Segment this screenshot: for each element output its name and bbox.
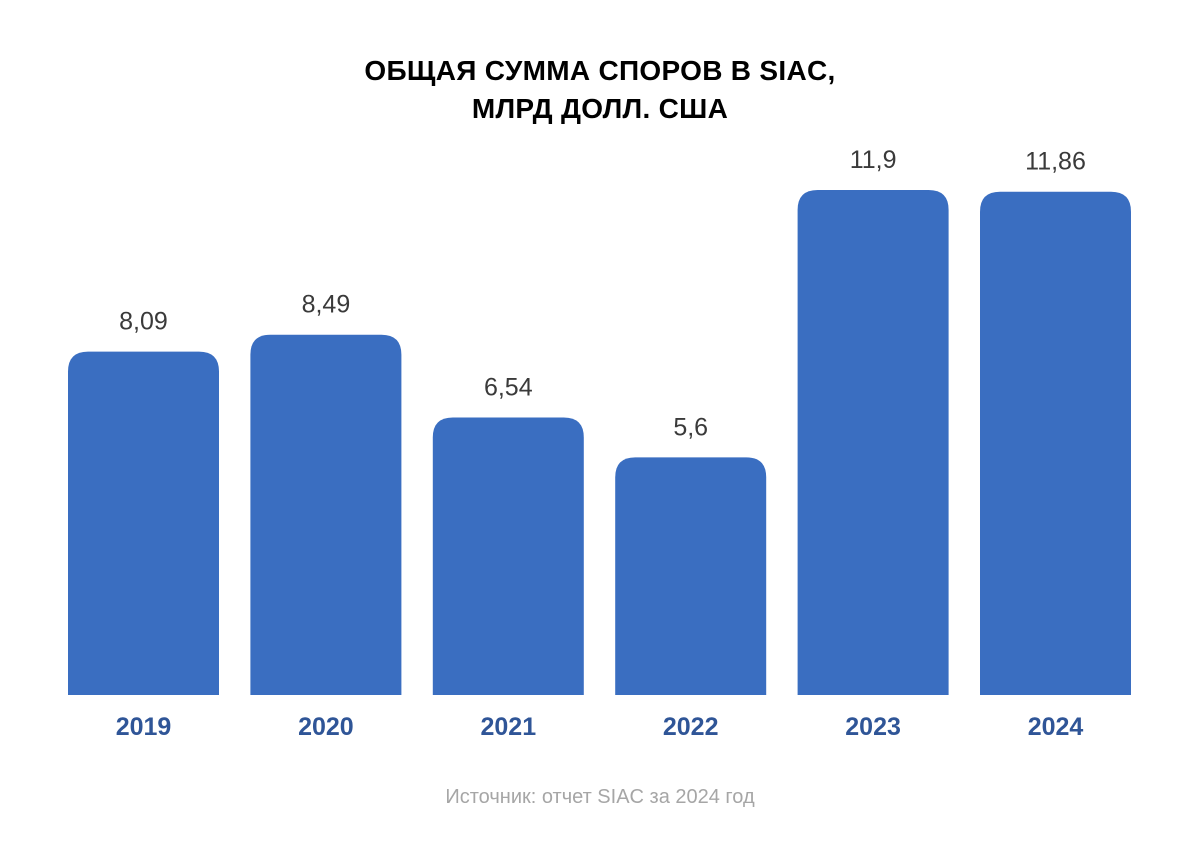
category-label-2020: 2020 xyxy=(298,713,354,741)
bar-2022 xyxy=(615,457,767,695)
chart-title-line-2: МЛРД ДОЛЛ. США xyxy=(471,93,729,124)
bar-2024 xyxy=(980,191,1131,695)
category-label-2019: 2019 xyxy=(116,713,172,741)
chart-title-line-1: ОБЩАЯ СУММА СПОРОВ В SIAC, xyxy=(364,55,836,86)
value-label-2019: 8,09 xyxy=(119,308,168,336)
category-label-2024: 2024 xyxy=(1028,713,1084,741)
value-label-2020: 8,49 xyxy=(302,291,351,319)
category-label-2023: 2023 xyxy=(845,713,901,741)
category-label-2021: 2021 xyxy=(480,713,536,741)
bar-2021 xyxy=(432,417,584,695)
value-label-2024: 11,86 xyxy=(1025,148,1086,176)
value-label-2023: 11,9 xyxy=(850,146,897,174)
category-label-2022: 2022 xyxy=(663,713,719,741)
value-label-2022: 5,6 xyxy=(673,413,708,441)
value-label-2021: 6,54 xyxy=(484,373,533,401)
bar-2019 xyxy=(68,351,219,695)
source-note: Источник: отчет SIAC за 2024 год xyxy=(445,786,755,808)
bar-2023 xyxy=(797,190,949,695)
bar-2020 xyxy=(250,334,402,695)
chart-title: ОБЩАЯ СУММА СПОРОВ В SIAC, МЛРД ДОЛЛ. СШ… xyxy=(0,52,1200,128)
